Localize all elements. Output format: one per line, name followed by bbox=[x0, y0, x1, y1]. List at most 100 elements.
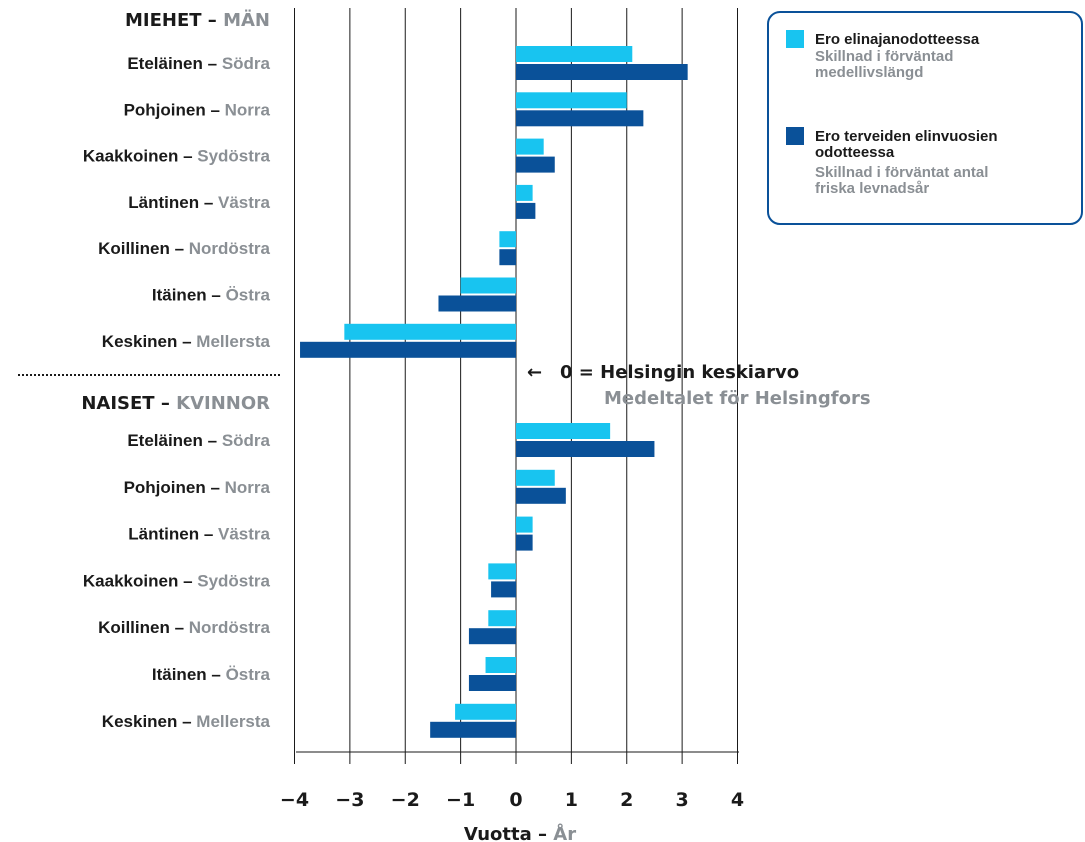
category-label-sv: Östra bbox=[226, 665, 271, 684]
category-label: Eteläinen – Södra bbox=[127, 431, 270, 450]
category-label: Pohjoinen – Norra bbox=[124, 100, 271, 119]
bar-life-expectancy bbox=[516, 184, 533, 201]
category-label-sep: – bbox=[177, 712, 196, 731]
annotation-text-sv: Medeltalet för Helsingfors bbox=[604, 388, 871, 409]
legend-label-sv: Skillnad i förväntat antal bbox=[815, 164, 988, 181]
bar-life-expectancy bbox=[344, 323, 516, 340]
category-labels: MIEHET – MÄN Eteläinen – Södra Pohjoinen –… bbox=[81, 9, 270, 731]
category-label-fi: Läntinen bbox=[128, 525, 199, 544]
category-label: Keskinen – Mellersta bbox=[102, 712, 271, 731]
category-label-sv: Nordöstra bbox=[189, 618, 271, 637]
category-label-sep: – bbox=[170, 239, 189, 258]
category-label: Läntinen – Västra bbox=[128, 525, 270, 544]
bar-life-expectancy bbox=[488, 563, 516, 580]
x-tick-label: 3 bbox=[676, 789, 689, 811]
category-label-fi: Kaakkoinen bbox=[83, 147, 178, 166]
x-tick-label: −1 bbox=[446, 789, 475, 811]
category-label-sv: Södra bbox=[222, 54, 271, 73]
legend-label-sv: Skillnad i förväntad bbox=[815, 48, 953, 65]
category-label-fi: Läntinen bbox=[128, 193, 199, 212]
category-label-sv: Mellersta bbox=[196, 332, 270, 351]
category-label-sv: Västra bbox=[218, 193, 271, 212]
category-label: Koillinen – Nordöstra bbox=[98, 618, 270, 637]
category-label-sep: – bbox=[207, 286, 226, 305]
category-label-sv: Västra bbox=[218, 525, 271, 544]
x-axis-label-sep: – bbox=[532, 824, 554, 842]
category-label-sv: Södra bbox=[222, 431, 271, 450]
category-label-fi: Eteläinen bbox=[127, 431, 203, 450]
category-label: Kaakkoinen – Sydöstra bbox=[83, 147, 271, 166]
bar-life-expectancy bbox=[485, 657, 516, 673]
group-title-sv: KVINNOR bbox=[176, 393, 270, 414]
category-label-sv: Norra bbox=[225, 100, 271, 119]
x-tick-label: −3 bbox=[335, 789, 364, 811]
bar-life-expectancy bbox=[499, 231, 516, 248]
x-tick-label: 4 bbox=[731, 789, 744, 811]
bar-life-expectancy bbox=[516, 423, 611, 439]
bar-healthy-years bbox=[491, 581, 516, 598]
category-label-sep: – bbox=[199, 193, 218, 212]
category-label-sep: – bbox=[177, 332, 196, 351]
category-label-fi: Pohjoinen bbox=[124, 100, 206, 119]
x-tick-label: −4 bbox=[280, 789, 309, 811]
legend-label-fi: Ero terveiden elinvuosien bbox=[815, 128, 998, 145]
legend-box bbox=[767, 11, 1083, 225]
category-label-sv: Norra bbox=[225, 478, 271, 497]
category-label-sep: – bbox=[178, 147, 197, 166]
bar-life-expectancy bbox=[455, 703, 516, 720]
category-label-sep: – bbox=[199, 525, 218, 544]
bar-life-expectancy bbox=[460, 277, 516, 294]
category-label-fi: Itäinen bbox=[152, 665, 207, 684]
annotations: ← 0 = Helsingin keskiarvo Medeltalet för H… bbox=[18, 362, 871, 409]
bar-life-expectancy bbox=[516, 516, 533, 533]
bar-life-expectancy bbox=[516, 138, 544, 155]
bar-life-expectancy bbox=[516, 92, 627, 109]
group-title-sv: MÄN bbox=[223, 9, 270, 31]
category-label: Itäinen – Östra bbox=[152, 665, 271, 684]
category-label-sep: – bbox=[178, 571, 197, 590]
x-tick-label: 1 bbox=[565, 789, 578, 811]
bar-life-expectancy bbox=[516, 469, 555, 486]
bar-healthy-years bbox=[300, 341, 516, 358]
x-tick-label: −2 bbox=[391, 789, 420, 811]
bar-healthy-years bbox=[516, 110, 644, 127]
bar-life-expectancy bbox=[488, 610, 516, 627]
category-label-sep: – bbox=[206, 478, 225, 497]
x-axis-label-sv: År bbox=[553, 822, 576, 842]
annotation-arrow: ← bbox=[527, 362, 542, 383]
category-label-sep: – bbox=[170, 618, 189, 637]
bar-healthy-years bbox=[516, 202, 536, 219]
legend-swatch-life-expectancy bbox=[786, 30, 804, 48]
category-label-sv: Nordöstra bbox=[189, 239, 271, 258]
bar-healthy-years bbox=[438, 295, 516, 312]
x-axis: −4 −3 −2 −1 0 1 2 3 4 Vuotta – År bbox=[280, 789, 744, 842]
bar-healthy-years bbox=[430, 721, 516, 738]
category-label-fi: Koillinen bbox=[98, 618, 170, 637]
bar-healthy-years bbox=[516, 441, 655, 457]
category-label-sv: Sydöstra bbox=[197, 571, 270, 590]
category-label-fi: Pohjoinen bbox=[124, 478, 206, 497]
bar-healthy-years bbox=[499, 249, 516, 266]
x-tick-label: 0 bbox=[509, 789, 522, 811]
category-label-sv: Östra bbox=[226, 286, 271, 305]
legend-label-sv: friska levnadsår bbox=[815, 180, 929, 197]
category-label: Läntinen – Västra bbox=[128, 193, 270, 212]
legend-label-fi: odotteessa bbox=[815, 144, 895, 161]
bar-healthy-years bbox=[468, 628, 516, 645]
grid-lines bbox=[294, 8, 739, 764]
bar-healthy-years bbox=[468, 675, 516, 691]
category-label: Itäinen – Östra bbox=[152, 286, 271, 305]
category-label: Kaakkoinen – Sydöstra bbox=[83, 571, 271, 590]
category-label-sv: Sydöstra bbox=[197, 147, 270, 166]
group-title-fi: NAISET bbox=[81, 393, 155, 414]
group-title: MIEHET – MÄN bbox=[125, 9, 270, 31]
category-label-fi: Keskinen bbox=[102, 332, 178, 351]
legend-label-fi: Ero elinajanodotteessa bbox=[815, 31, 980, 48]
category-label-fi: Koillinen bbox=[98, 239, 170, 258]
x-axis-label-fi: Vuotta bbox=[464, 824, 532, 842]
legend-label-sv: medellivslängd bbox=[815, 64, 923, 81]
legend-swatch-healthy-years bbox=[786, 127, 804, 145]
group-title-sep: – bbox=[202, 10, 224, 31]
